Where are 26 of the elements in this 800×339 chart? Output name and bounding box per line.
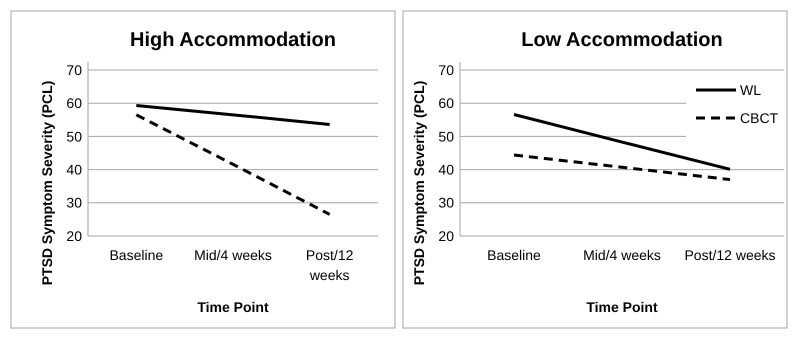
y-tick-label: 20 [438,228,454,244]
chart-title: Low Accommodation [521,29,723,51]
y-tick-label: 20 [66,228,82,244]
chart-title: High Accommodation [130,29,336,51]
x-tick-label: Mid/4 weeks [194,247,272,263]
x-tick-label: Baseline [109,247,164,263]
x-tick-label: Post/12 weeks [684,247,776,263]
legend-label: CBCT [740,110,779,126]
y-tick-label: 30 [66,194,82,211]
y-tick-label: 40 [438,162,454,178]
y-tick-label: 60 [66,95,82,112]
y-tick-label: 70 [66,62,82,78]
y-tick-label: 60 [438,95,454,112]
x-tick-label: Baseline [487,247,542,263]
y-tick-label: 40 [66,162,82,178]
y-axis-title: PTSD Symptom Severity (PCL) [411,80,427,286]
x-axis-title: Time Point [197,299,269,315]
legend-label: WL [740,82,762,98]
x-tick-label: Post/12 weeks [306,247,354,283]
y-tick-label: 30 [438,194,454,211]
x-axis-title: Time Point [586,299,658,315]
y-tick-label: 50 [438,128,454,144]
x-tick-label: Mid/4 weeks [583,247,661,263]
y-tick-label: 70 [438,62,454,78]
y-axis-title: PTSD Symptom Severity (PCL) [39,80,55,286]
y-tick-label: 50 [66,128,82,144]
